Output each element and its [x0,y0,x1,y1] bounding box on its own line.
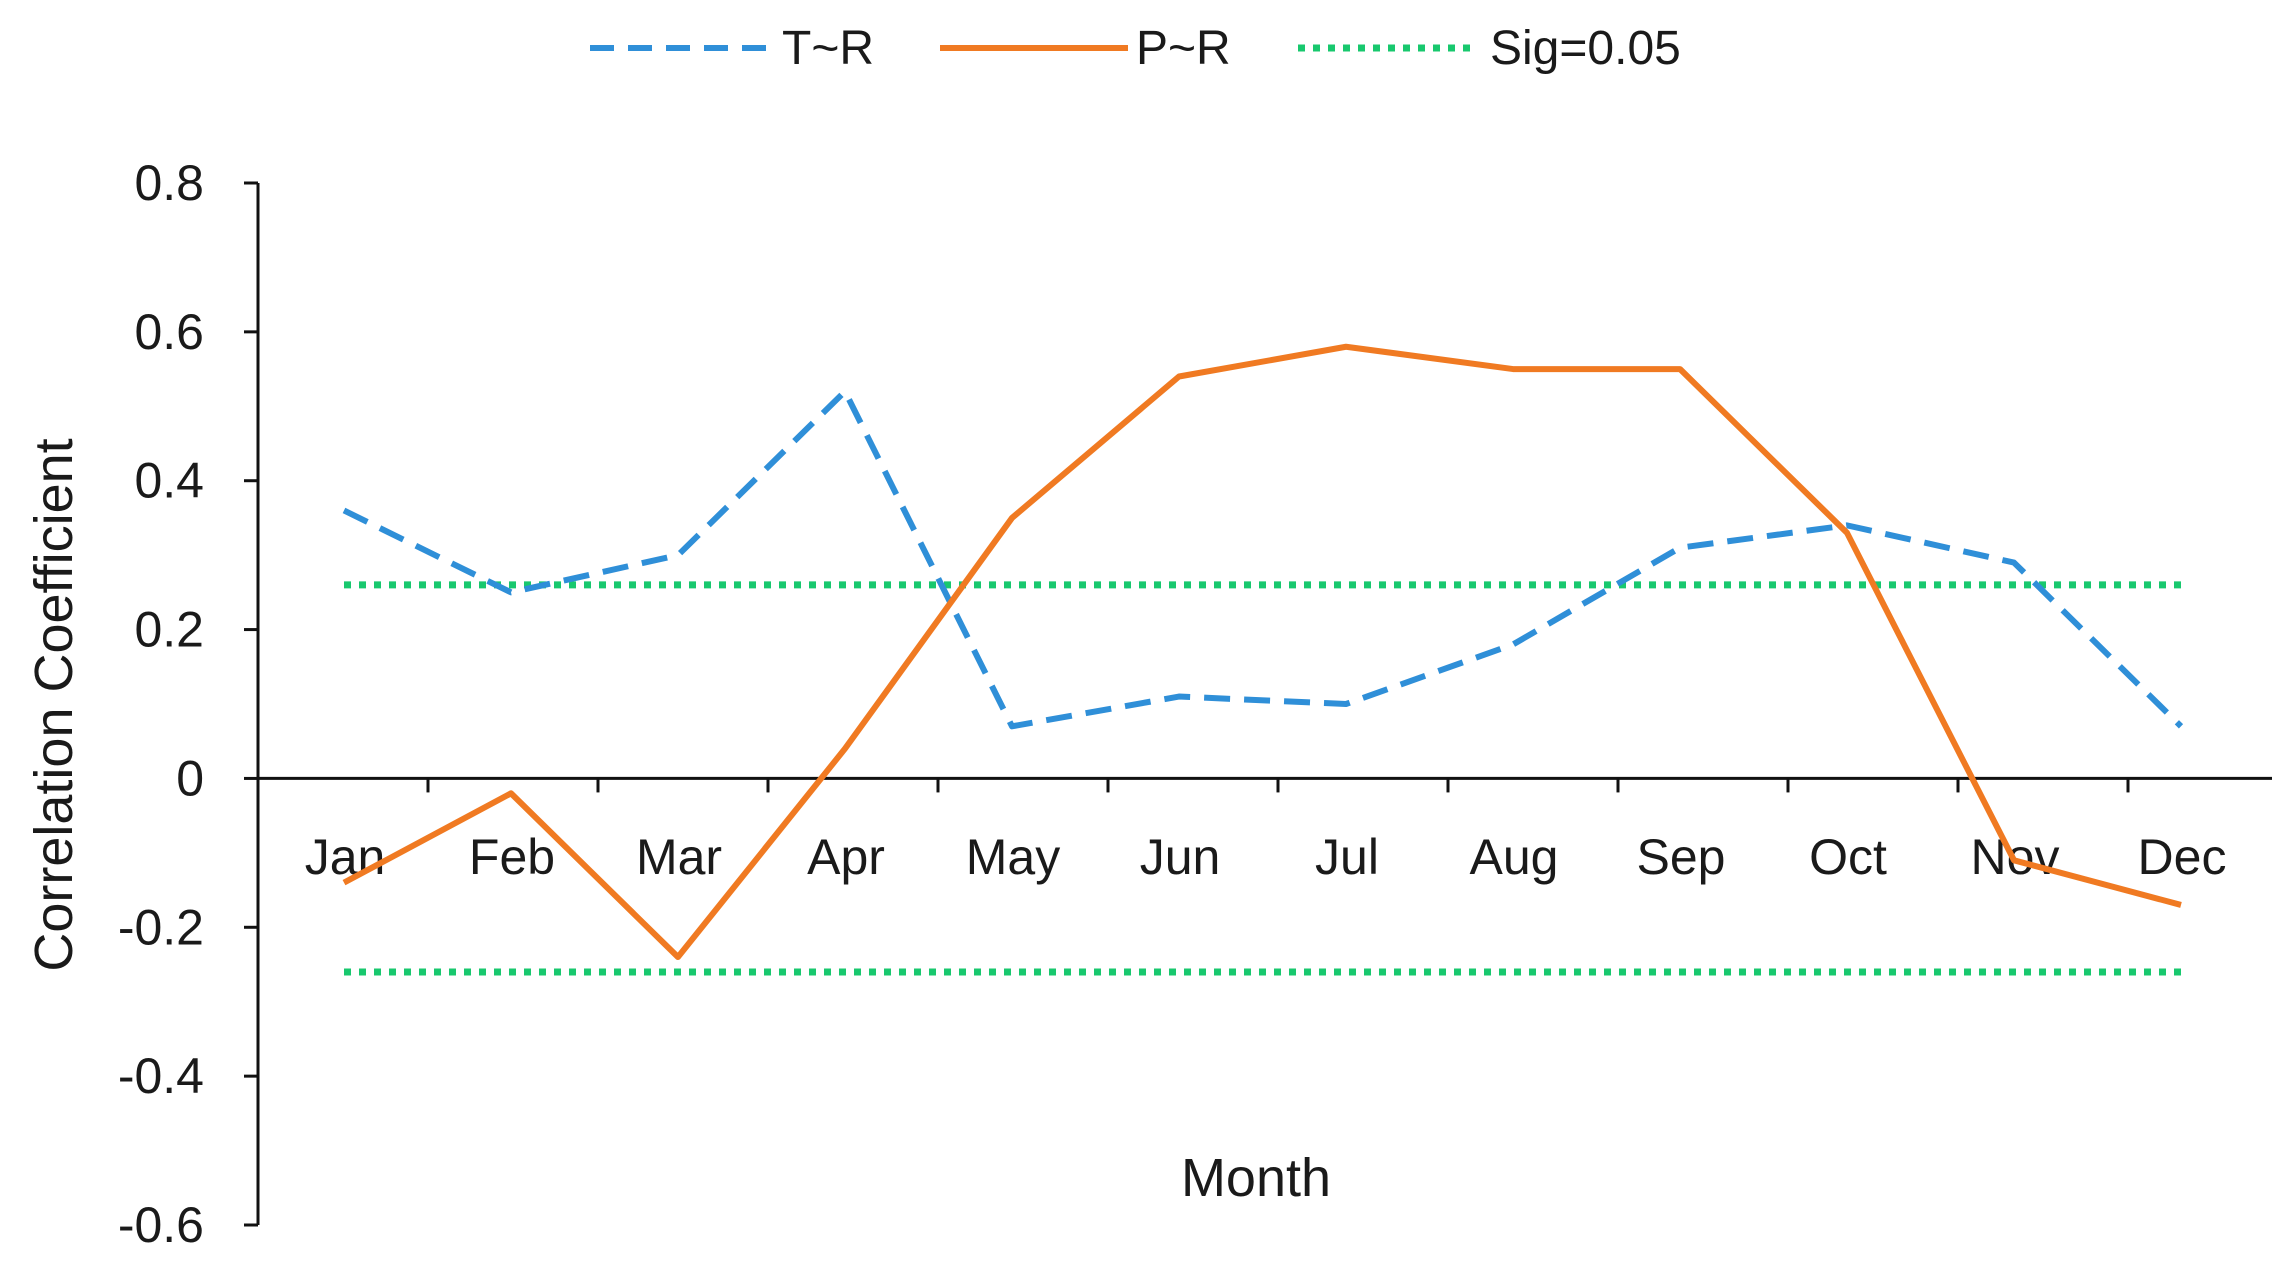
legend-item-sig: Sig=0.05 [1298,22,1681,75]
data-point-p-r-nov [2011,857,2017,863]
y-tick-label: 0 [176,750,204,806]
x-tick-label-sep: Sep [1637,829,1726,885]
data-point-t-r-may [1009,723,1015,729]
x-tick-label-jul: Jul [1315,829,1379,885]
data-point-t-r-nov [2011,560,2017,566]
data-point-t-r-aug [1510,641,1516,647]
x-tick-label-aug: Aug [1470,829,1559,885]
legend-label-sig: Sig=0.05 [1490,22,1681,75]
data-point-p-r-dec [2178,902,2184,908]
data-point-p-r-mar [675,954,681,960]
y-tick-labels: 0.8 0.6 0.4 0.2 0 -0.2 -0.4 -0.6 [118,155,204,1253]
data-point-p-r-aug [1510,366,1516,372]
legend-label-p-r: P~R [1136,22,1231,75]
legend-label-t-r: T~R [782,22,874,75]
x-tick-label-may: May [966,829,1060,885]
data-point-t-r-dec [2178,723,2184,729]
x-tick-label-jun: Jun [1140,829,1221,885]
y-axis-title: Correlation Coefficient [24,438,84,971]
x-tick-label-feb: Feb [469,829,555,885]
data-point-p-r-sep [1677,366,1683,372]
y-tick-label: 0.4 [134,453,204,509]
y-tick-label: -0.2 [118,899,204,955]
y-tick-label: -0.6 [118,1197,204,1253]
data-point-p-r-may [1009,515,1015,521]
x-tick-label-apr: Apr [807,829,885,885]
data-point-t-r-jun [1176,694,1182,700]
y-tick-label: 0.6 [134,304,204,360]
x-tick-labels: Jan Feb Mar Apr May Jun Jul Aug Sep Oct Nov Dec [305,829,2227,885]
legend-item-t-r: T~R [590,22,874,75]
legend: T~R P~R Sig=0.05 [590,22,1681,75]
x-tick-label-jan: Jan [305,829,386,885]
data-point-p-r-apr [842,746,848,752]
data-point-t-r-feb [508,589,514,595]
y-tick-label: -0.4 [118,1048,204,1104]
data-point-t-r-jan [341,507,347,513]
x-axis-title: Month [1181,1148,1331,1208]
x-tick-label-mar: Mar [636,829,722,885]
legend-item-p-r: P~R [940,22,1231,75]
series-line-t-r [342,388,2184,730]
y-tick-label: 0.2 [134,602,204,658]
data-point-t-r-mar [675,552,681,558]
series-layer [341,343,2184,961]
data-point-t-r-apr [842,388,848,394]
data-point-t-r-sep [1677,545,1683,551]
axes [244,181,2272,1227]
data-point-p-r-jun [1176,374,1182,380]
data-point-p-r-jan [341,880,347,886]
data-point-p-r-feb [508,790,514,796]
data-point-p-r-oct [1844,530,1850,536]
x-tick-label-oct: Oct [1809,829,1887,885]
data-point-p-r-jul [1343,344,1349,350]
series-line-p-r [342,343,2182,961]
x-tick-label-dec: Dec [2138,829,2227,885]
y-tick-label: 0.8 [134,155,204,211]
data-point-t-r-jul [1343,701,1349,707]
